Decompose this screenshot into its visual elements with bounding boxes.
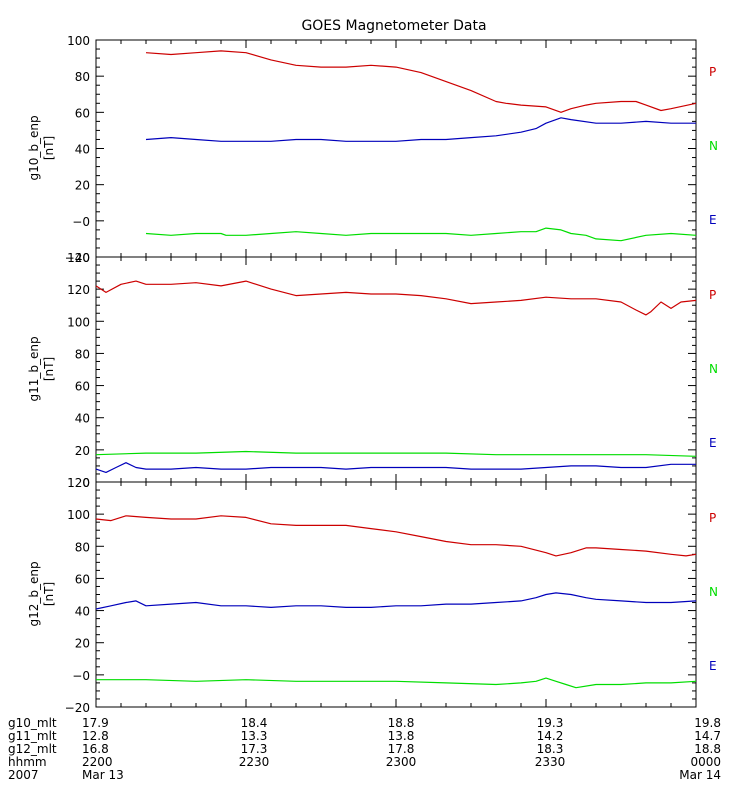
footer-value: 18.8	[387, 716, 415, 730]
footer-row-g10-mlt: g10_mlt 17.9 18.4 18.8 19.3 19.8	[8, 717, 728, 729]
y-tick-label: 60	[75, 572, 90, 586]
footer-label: 2007	[8, 768, 39, 782]
series-line-e	[95, 462, 696, 473]
footer-value: 2300	[385, 755, 417, 769]
footer-value: 19.8	[694, 716, 721, 730]
y-tick-label: 40	[75, 412, 90, 426]
y-tick-label: 120	[67, 476, 90, 490]
chart-title: GOES Magnetometer Data	[301, 18, 486, 34]
y-tick-label: 100	[67, 34, 90, 48]
panel-g12-yunits: [nT]	[42, 582, 56, 606]
y-tick-label: −0	[72, 215, 90, 229]
panel-g10-ticks: −20 −0 20 40 60 80 100	[65, 34, 697, 265]
footer-value: 13.8	[387, 729, 415, 743]
panel-g11-frame	[95, 256, 697, 483]
footer-label: g10_mlt	[8, 716, 57, 730]
y-tick-label: 40	[75, 143, 90, 157]
y-tick-label: 0	[82, 476, 90, 490]
y-tick-label: −20	[65, 701, 90, 715]
series-line-n	[145, 227, 697, 242]
panel-g12-legend-p: P	[709, 511, 716, 525]
footer-value: 17.9	[82, 716, 109, 730]
y-tick-label: −20	[65, 251, 90, 265]
panel-g10: −20 −0 20 40 60 80 100 g10_b_enp [nT] P N E	[27, 34, 718, 265]
footer-label: g11_mlt	[8, 729, 57, 743]
series-line-e	[95, 592, 697, 610]
footer-value: 2200	[82, 755, 113, 769]
panel-g10-yunits: [nT]	[42, 136, 56, 160]
panel-g10-series	[145, 50, 697, 242]
panel-g12: −20 −0 20 40 60 80 100 120 g12_b_enp [nT] P N E	[27, 476, 718, 715]
footer-value: 17.8	[387, 742, 415, 756]
footer-value: 18.3	[536, 742, 564, 756]
footer-value: 0000	[690, 755, 721, 769]
series-line-n	[95, 450, 697, 457]
footer-value: 12.8	[82, 729, 109, 743]
footer-value: 2230	[238, 755, 270, 769]
panel-g12-legend-n: N	[709, 585, 718, 599]
y-tick-label: 20	[75, 444, 90, 458]
panel-g11-series	[95, 280, 697, 473]
panel-g10-frame	[95, 39, 697, 258]
footer-value: 18.4	[240, 716, 268, 730]
panel-g12-series	[95, 515, 697, 689]
series-line-p	[95, 515, 697, 557]
footer-value: 18.8	[694, 742, 721, 756]
y-tick-label: −0	[72, 669, 90, 683]
y-tick-label: 80	[75, 70, 90, 84]
footer-value: 16.8	[82, 742, 109, 756]
footer-value: Mar 13	[82, 768, 124, 782]
y-tick-label: 40	[75, 605, 90, 619]
panel-g12-ylabel: g12_b_enp	[27, 561, 41, 626]
footer-value: 17.3	[240, 742, 268, 756]
panel-g11-yunits: [nT]	[42, 357, 56, 381]
y-tick-label: 20	[75, 637, 90, 651]
goes-magnetometer-chart: GOES Magnetometer Data −20 −0 20 40 60 80 100 …	[27, 18, 718, 715]
y-tick-label: 60	[75, 106, 90, 120]
series-line-e	[145, 117, 696, 142]
panel-g11-ticks: 0 20 40 60 80 100 120 140	[67, 251, 697, 490]
series-line-p	[95, 280, 697, 316]
footer-value: 14.7	[694, 729, 721, 743]
panel-g12-frame	[95, 481, 697, 708]
footer-row-g11-mlt: g11_mlt 12.8 13.3 13.8 14.2 14.7	[8, 730, 728, 742]
y-tick-label: 60	[75, 380, 90, 394]
panel-g10-legend-p: P	[709, 65, 716, 79]
panel-g12-ticks: −20 −0 20 40 60 80 100 120	[65, 476, 697, 715]
panel-g10-legend-e: E	[709, 213, 717, 227]
footer-value: 14.2	[536, 729, 564, 743]
y-tick-label: 80	[75, 540, 90, 554]
y-tick-label: 100	[67, 508, 90, 522]
footer-row-hhmm: hhmm 2200 2230 2300 2330 0000	[8, 756, 728, 768]
y-tick-label: 140	[67, 251, 90, 265]
footer-value: 13.3	[240, 729, 268, 743]
panel-g10-ylabel: g10_b_enp	[27, 115, 41, 180]
footer-row-g12-mlt: g12_mlt 16.8 17.3 17.8 18.3 18.8	[8, 743, 728, 755]
footer-row-date: 2007 Mar 13 Mar 14	[8, 769, 728, 781]
series-line-n	[96, 677, 697, 689]
panel-g11-legend-n: N	[709, 362, 718, 376]
panel-g11: 0 20 40 60 80 100 120 140 g11_b_enp [nT] P N E	[27, 251, 718, 490]
footer-value: 19.3	[536, 716, 564, 730]
y-tick-label: 80	[75, 347, 90, 361]
y-tick-label: 100	[67, 315, 90, 329]
footer-label: g12_mlt	[8, 742, 57, 756]
panel-g12-legend-e: E	[709, 659, 717, 673]
y-tick-label: 20	[75, 179, 90, 193]
panel-g11-legend-p: P	[709, 288, 716, 302]
footer-value: Mar 14	[679, 768, 721, 782]
footer-value: 2330	[534, 755, 566, 769]
footer-label: hhmm	[8, 755, 47, 769]
panel-g11-legend-e: E	[709, 436, 717, 450]
y-tick-label: 120	[67, 283, 90, 297]
panel-g11-ylabel: g11_b_enp	[27, 336, 41, 401]
series-line-p	[145, 50, 697, 113]
panel-g10-legend-n: N	[709, 139, 718, 153]
